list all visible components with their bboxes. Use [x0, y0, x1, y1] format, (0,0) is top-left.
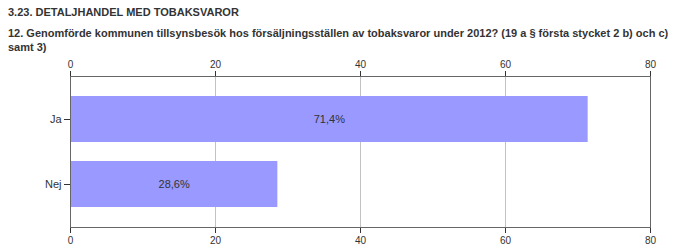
svg-text:60: 60: [500, 235, 512, 246]
svg-text:0: 0: [68, 59, 74, 70]
svg-text:60: 60: [500, 59, 512, 70]
svg-text:40: 40: [355, 59, 367, 70]
svg-text:40: 40: [355, 235, 367, 246]
svg-text:80: 80: [645, 59, 657, 70]
html-text:12. Genomförde kommunen tillsy: 12. Genomförde kommunen tillsynsbesök ho…: [8, 27, 669, 53]
svg-text:Nej: Nej: [45, 178, 62, 190]
svg-text:28,6%: 28,6%: [159, 178, 190, 190]
svg-text:80: 80: [645, 235, 657, 246]
html-text:3.23. DETALJHANDEL MED TOBAKSV: 3.23. DETALJHANDEL MED TOBAKSVAROR: [8, 6, 239, 18]
svg-text:Ja: Ja: [50, 113, 63, 125]
svg-text:0: 0: [68, 235, 74, 246]
svg-text:71,4%: 71,4%: [314, 113, 345, 125]
svg-text:20: 20: [210, 59, 222, 70]
svg-text:20: 20: [210, 235, 222, 246]
